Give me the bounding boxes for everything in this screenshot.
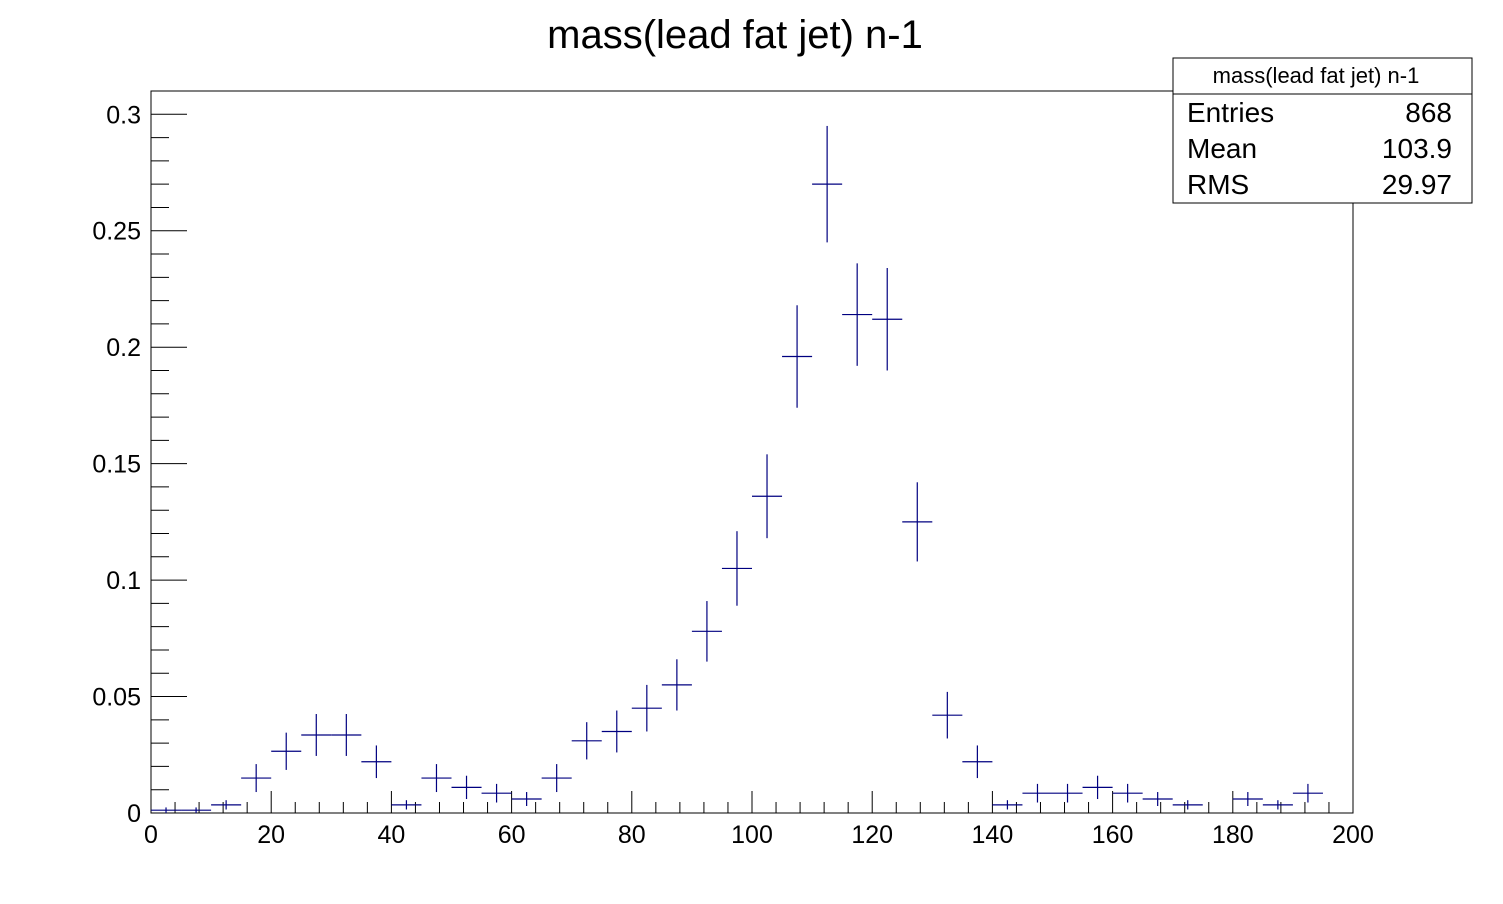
- data-point: [601, 710, 632, 753]
- data-point: [752, 454, 783, 539]
- stats-entries-label: Entries: [1187, 97, 1274, 128]
- data-point: [721, 531, 752, 606]
- x-axis: 0 20 40 60 80 100 120 140 160 180 200: [144, 791, 1374, 849]
- stats-rms-value: 29.97: [1382, 169, 1452, 200]
- data-point: [1022, 783, 1053, 803]
- data-point: [842, 263, 873, 366]
- data-point: [211, 800, 242, 810]
- data-point: [241, 764, 272, 793]
- y-tick-label: 0.3: [106, 101, 141, 129]
- data-point: [481, 783, 512, 803]
- x-tick-label: 200: [1332, 821, 1374, 849]
- stats-box: mass(lead fat jet) n-1 Entries 868 Mean …: [1172, 57, 1473, 204]
- x-tick-label: 180: [1212, 821, 1254, 849]
- data-point: [1082, 775, 1113, 800]
- data-point: [992, 800, 1023, 810]
- y-tick-label: 0.25: [92, 218, 141, 246]
- stats-rms-label: RMS: [1187, 169, 1249, 200]
- data-point: [301, 714, 332, 756]
- x-tick-label: 140: [972, 821, 1014, 849]
- data-point: [541, 764, 572, 793]
- data-point: [391, 800, 422, 810]
- data-point: [1232, 792, 1263, 807]
- data-point: [1112, 783, 1143, 803]
- stats-entries-value: 868: [1405, 97, 1452, 128]
- x-tick-label: 60: [498, 821, 526, 849]
- data-point: [271, 732, 302, 770]
- stats-mean-value: 103.9: [1382, 133, 1452, 164]
- y-tick-label: 0.2: [106, 334, 141, 362]
- y-tick-label: 0.05: [92, 684, 141, 712]
- data-point: [782, 305, 813, 408]
- data-point: [661, 659, 692, 711]
- data-point: [1172, 800, 1203, 810]
- data-point: [511, 792, 542, 807]
- data-point: [451, 775, 482, 800]
- data-point: [181, 807, 212, 813]
- data-point: [932, 691, 963, 739]
- data-point: [1142, 792, 1173, 807]
- x-tick-label: 0: [144, 821, 158, 849]
- stats-mean-label: Mean: [1187, 133, 1257, 164]
- data-point: [361, 745, 392, 779]
- data-point: [1292, 783, 1323, 803]
- y-tick-label: 0.1: [106, 567, 141, 595]
- stats-box-frame: [1172, 57, 1473, 204]
- chart-title: mass(lead fat jet) n-1: [547, 13, 923, 57]
- data-point: [812, 125, 843, 243]
- data-point: [962, 745, 993, 779]
- data-series: [151, 125, 1323, 813]
- data-point: [1262, 800, 1293, 810]
- data-point: [421, 764, 452, 793]
- stats-box-title: mass(lead fat jet) n-1: [1213, 63, 1420, 88]
- data-point: [902, 482, 933, 562]
- x-tick-label: 160: [1092, 821, 1134, 849]
- x-tick-label: 40: [377, 821, 405, 849]
- x-tick-label: 100: [731, 821, 773, 849]
- y-tick-label: 0.15: [92, 451, 141, 479]
- data-point: [331, 714, 362, 756]
- y-axis: 0 0.05 0.1 0.15 0.2 0.25 0.3: [92, 90, 187, 828]
- data-point: [691, 601, 722, 662]
- data-point: [631, 684, 662, 732]
- y-tick-label: 0: [127, 800, 141, 828]
- x-tick-label: 120: [851, 821, 893, 849]
- data-point: [872, 268, 903, 371]
- data-point: [571, 722, 602, 760]
- x-tick-label: 80: [618, 821, 646, 849]
- x-tick-label: 20: [257, 821, 285, 849]
- data-point: [151, 807, 182, 813]
- data-point: [1052, 783, 1083, 803]
